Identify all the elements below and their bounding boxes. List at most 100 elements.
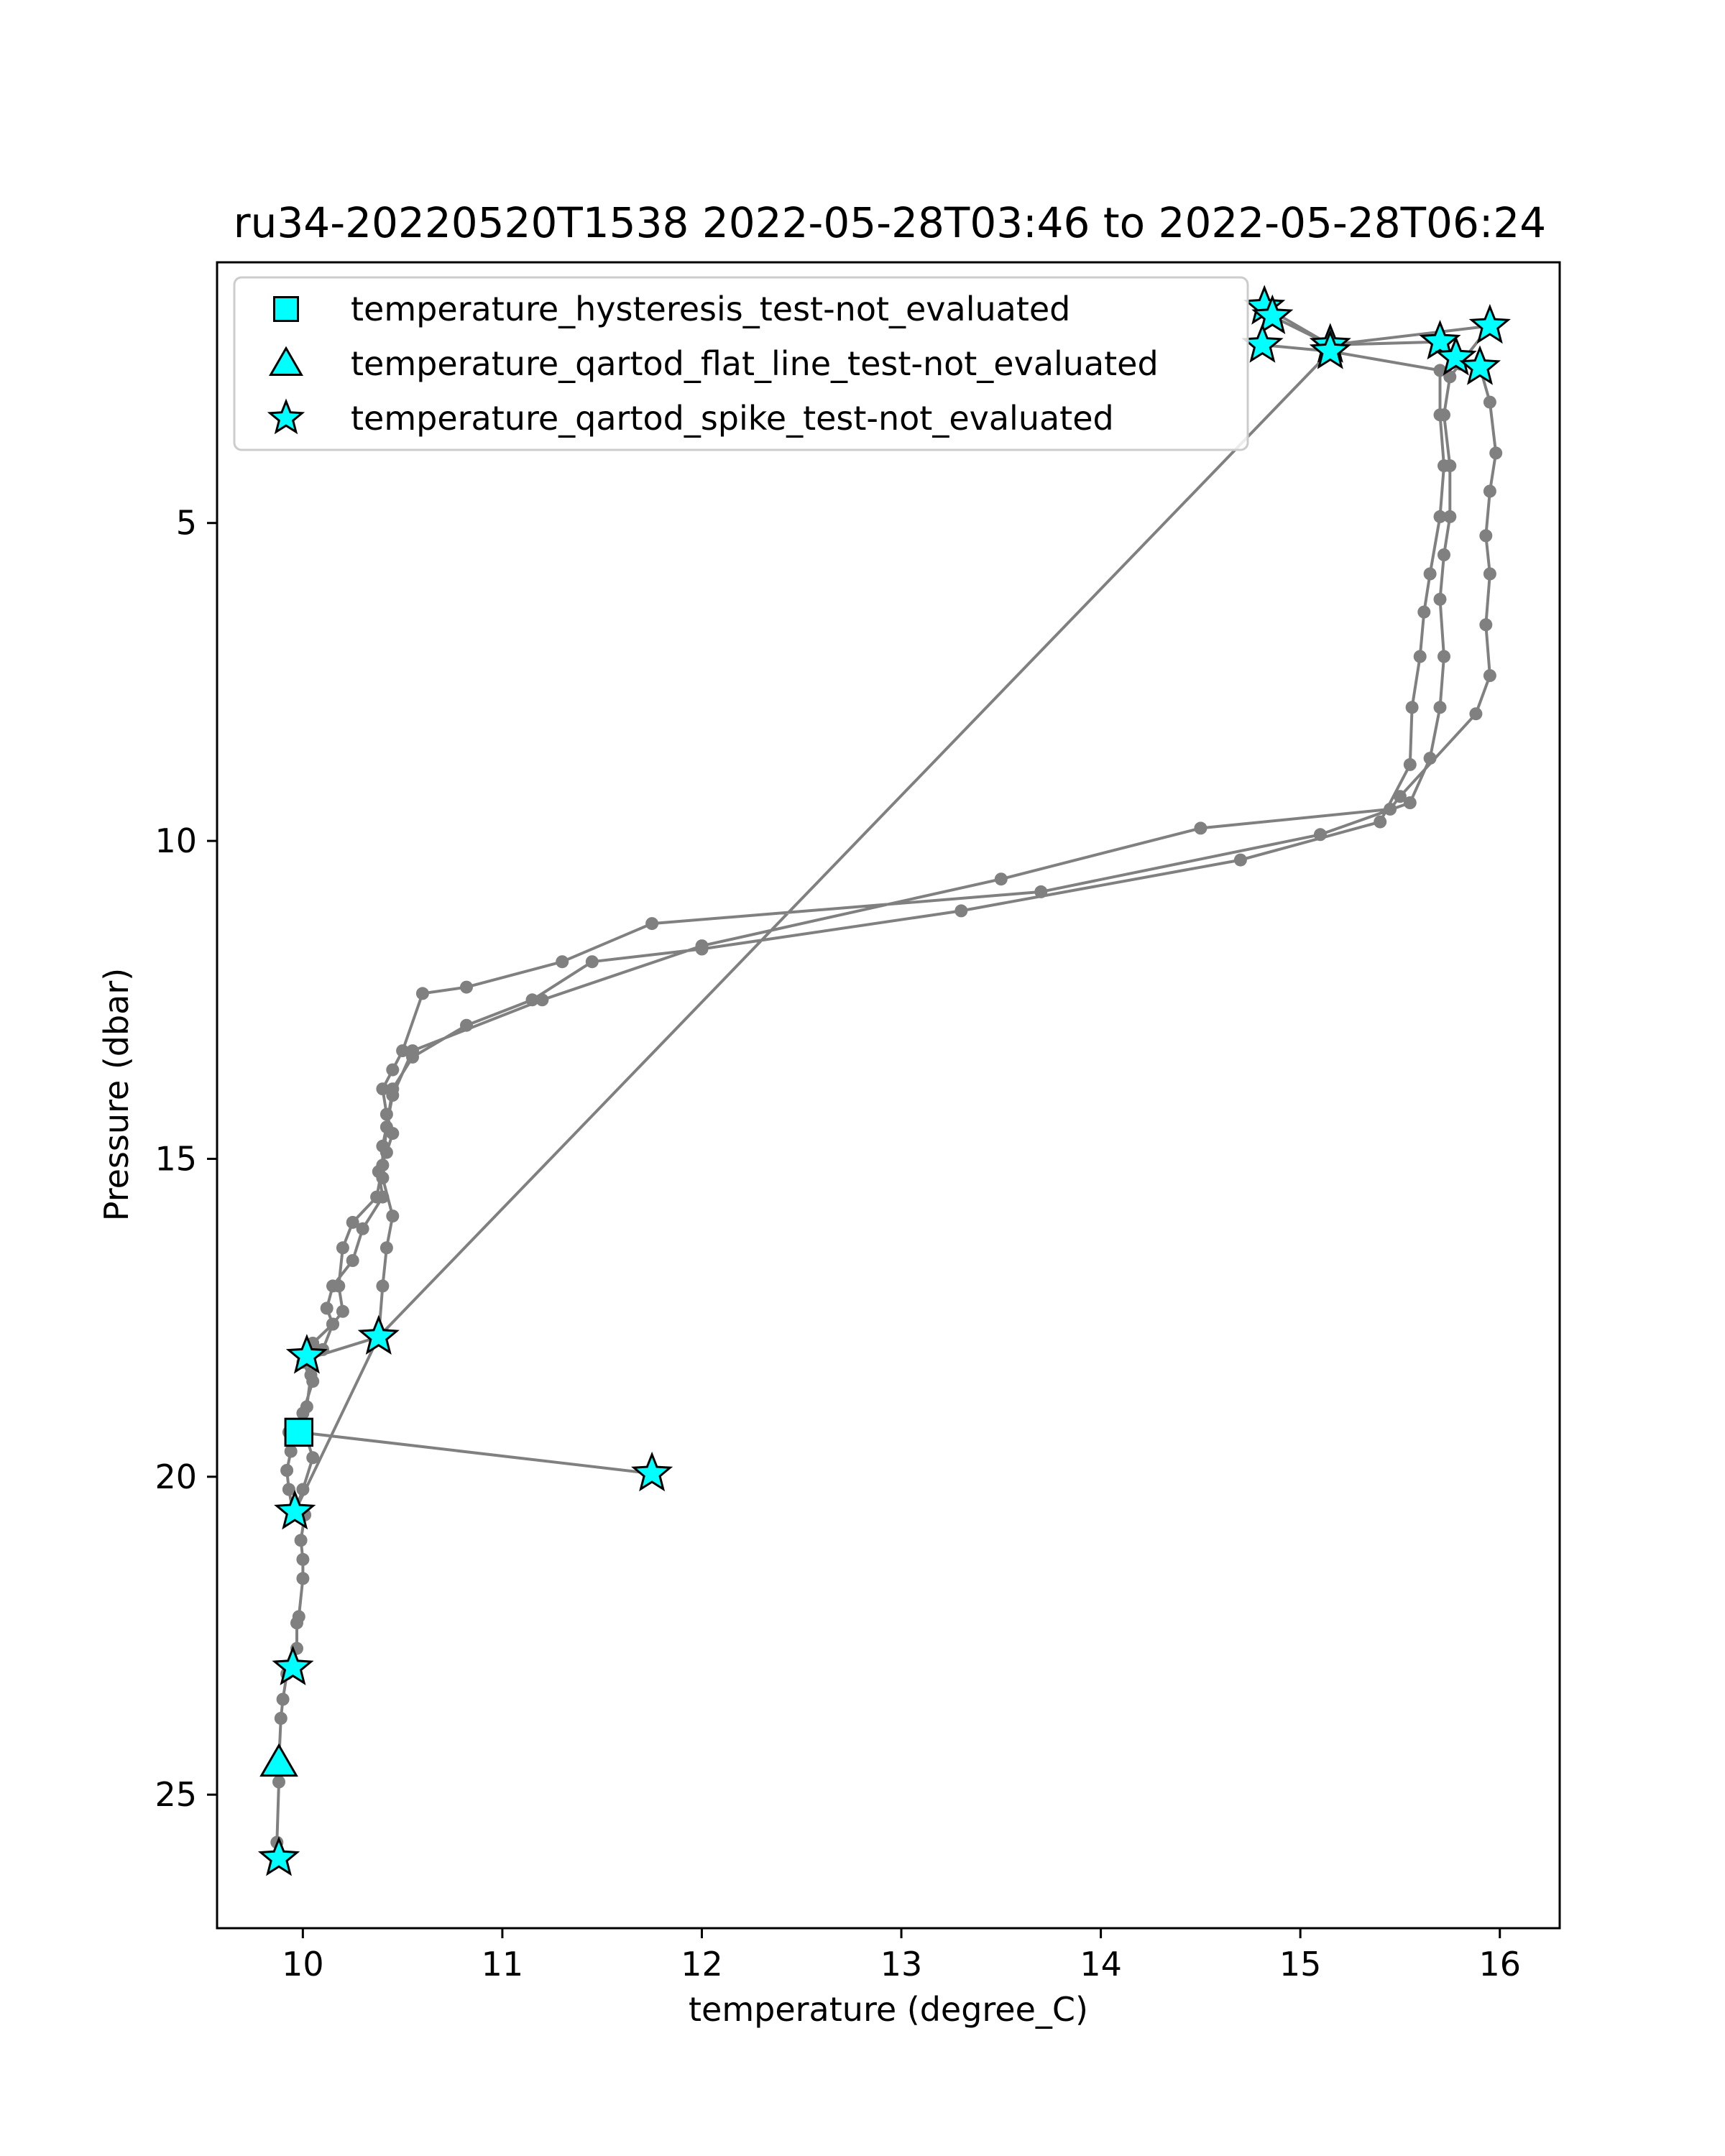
profile-point bbox=[1384, 802, 1397, 816]
profile-point bbox=[272, 1775, 285, 1789]
profile-point bbox=[1423, 752, 1437, 765]
profile-point bbox=[1443, 370, 1457, 384]
profile-point bbox=[282, 1483, 295, 1496]
y-axis: 5 10 15 20 25 bbox=[155, 504, 217, 1814]
profile-point bbox=[300, 1400, 313, 1414]
spike-flag-marker bbox=[274, 1489, 316, 1530]
profile-point bbox=[376, 1158, 390, 1172]
x-tick-label: 14 bbox=[1080, 1945, 1122, 1984]
profile-point bbox=[1483, 484, 1496, 498]
profile-point bbox=[1233, 853, 1247, 867]
spike-flag-marker bbox=[1458, 345, 1501, 385]
profile-point bbox=[346, 1254, 359, 1267]
profile-point bbox=[376, 1139, 390, 1153]
x-tick-label: 12 bbox=[681, 1945, 723, 1984]
profile-point bbox=[376, 1279, 390, 1293]
profile-point bbox=[306, 1451, 320, 1465]
profile-point bbox=[380, 1241, 393, 1255]
x-tick-label: 16 bbox=[1478, 1945, 1521, 1984]
spike-flag-marker bbox=[272, 1645, 314, 1685]
profile-point bbox=[556, 955, 569, 969]
spike-flag-marker bbox=[1309, 329, 1351, 369]
profile-point bbox=[1405, 701, 1419, 714]
profile-point bbox=[284, 1445, 298, 1458]
profile-point bbox=[1469, 707, 1483, 721]
profile-point bbox=[326, 1317, 339, 1331]
y-tick-label: 10 bbox=[155, 821, 197, 860]
profile-point bbox=[356, 1222, 369, 1235]
profile-point bbox=[1489, 446, 1503, 460]
profile-point bbox=[296, 1572, 310, 1585]
legend-hysteresis-label: temperature_hysteresis_test-not_evaluate… bbox=[351, 290, 1070, 328]
profile-point bbox=[276, 1692, 290, 1706]
x-tick-label: 13 bbox=[880, 1945, 923, 1984]
profile-point bbox=[1194, 821, 1208, 835]
legend-box bbox=[233, 276, 1249, 451]
profile-point bbox=[386, 1063, 400, 1077]
profile-point bbox=[1393, 790, 1407, 803]
profile-point bbox=[386, 1210, 400, 1223]
profile-point bbox=[415, 987, 429, 1000]
profile-point bbox=[1438, 548, 1450, 561]
profile-point bbox=[1438, 650, 1450, 663]
profile-point bbox=[1374, 815, 1387, 829]
spike-flag-marker bbox=[1419, 320, 1461, 360]
profile-point bbox=[1417, 605, 1431, 619]
profile-point bbox=[336, 1241, 349, 1255]
y-axis-label: Pressure (dbar) bbox=[97, 968, 136, 1221]
spike-flag-marker bbox=[631, 1451, 673, 1492]
profile-point bbox=[386, 1082, 400, 1096]
profile-point bbox=[320, 1302, 334, 1315]
profile-point bbox=[585, 955, 599, 969]
chart-title: ru34-20220520T1538 2022-05-28T03:46 to 2… bbox=[234, 198, 1546, 247]
profile-point bbox=[1034, 885, 1048, 898]
profile-point bbox=[332, 1279, 346, 1293]
spike-flag-marker bbox=[1251, 294, 1294, 334]
profile-point bbox=[346, 1215, 359, 1229]
profile-point bbox=[1413, 650, 1427, 663]
profile-point bbox=[1483, 395, 1496, 409]
profile-point bbox=[994, 872, 1008, 886]
x-tick-label: 10 bbox=[282, 1945, 324, 1984]
profile-point bbox=[1433, 510, 1447, 523]
x-axis-label: temperature (degree_C) bbox=[689, 1990, 1088, 2029]
profile-point bbox=[1483, 567, 1496, 581]
spike-flag-marker bbox=[257, 1836, 300, 1876]
profile-point bbox=[1483, 669, 1496, 683]
profile-point bbox=[292, 1610, 305, 1623]
x-tick-label: 11 bbox=[482, 1945, 524, 1984]
profile-point bbox=[525, 993, 539, 1007]
profile-point bbox=[1403, 757, 1417, 771]
axes-frame bbox=[216, 261, 1561, 1930]
profile-point bbox=[296, 1552, 310, 1566]
profile-point bbox=[460, 980, 473, 994]
profile-point bbox=[1443, 510, 1457, 523]
flat-line-flag-marker bbox=[259, 1743, 298, 1777]
profile-point bbox=[294, 1534, 308, 1547]
profile-point bbox=[296, 1483, 310, 1496]
profile-point bbox=[380, 1107, 393, 1121]
legend-hysteresis-marker bbox=[273, 296, 299, 322]
y-tick-label: 25 bbox=[155, 1775, 197, 1814]
spike-flag-marker bbox=[357, 1314, 400, 1355]
profile-point bbox=[460, 1018, 473, 1032]
profile-point bbox=[274, 1712, 288, 1725]
legend-flat-line-label: temperature_qartod_flat_line_test-not_ev… bbox=[351, 344, 1159, 383]
x-tick-label: 15 bbox=[1279, 1945, 1322, 1984]
profile-point bbox=[1403, 796, 1417, 809]
profile-point bbox=[406, 1050, 419, 1064]
profile-point bbox=[304, 1368, 318, 1382]
profile-point bbox=[396, 1044, 410, 1058]
profile-point bbox=[1433, 364, 1447, 377]
spike-flag-marker bbox=[1468, 303, 1511, 344]
profile-point bbox=[535, 993, 549, 1007]
profile-point bbox=[1423, 567, 1437, 581]
profile-point bbox=[1313, 828, 1327, 842]
profile-point bbox=[280, 1464, 294, 1477]
legend-spike-label: temperature_qartod_spike_test-not_evalua… bbox=[351, 399, 1114, 438]
profile-point bbox=[695, 942, 709, 956]
legend-spike-marker bbox=[267, 398, 305, 435]
profile-point bbox=[376, 1082, 390, 1096]
profile-point bbox=[1433, 592, 1447, 606]
